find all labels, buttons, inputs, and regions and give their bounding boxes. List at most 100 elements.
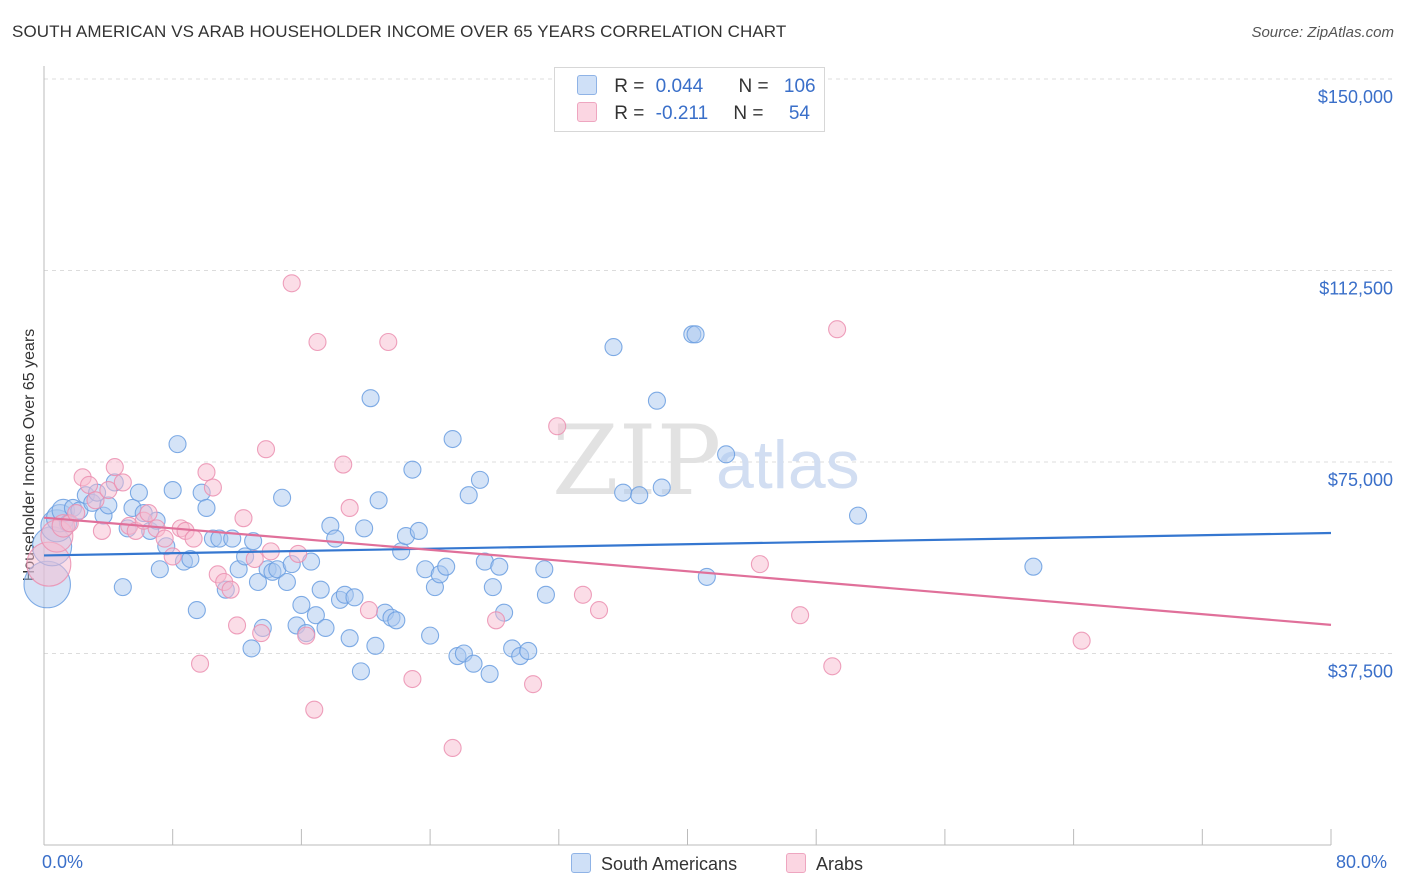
watermark-atlas: atlas [716,427,860,503]
data-points [23,274,1091,758]
source-label: Source: ZipAtlas.com [1251,24,1394,41]
south-american-point [387,611,406,630]
south-american-point [197,498,216,518]
arab-point [823,657,842,676]
south-american-point [366,636,385,655]
legend-r-value: -0.211 [655,103,709,124]
south-american-point [652,478,671,497]
south-american-point [168,435,187,454]
arab-point [79,475,99,495]
arab-point [297,626,316,645]
legend-r-label: R = [614,103,645,124]
south-american-point [717,445,736,464]
arab-point [252,624,271,643]
south-american-point [464,654,483,673]
arab-point [573,585,592,604]
south-american-point [242,639,261,658]
y-tick-label: $112,500 [1319,279,1393,299]
south-american-point [351,662,370,681]
legend-swatch-pink [577,102,597,122]
arab-point [203,478,222,497]
arab-trend-line [43,516,1332,626]
bottom-legend-swatch-blue [571,853,591,873]
south-american-trend-line [43,531,1332,557]
south-american-point [630,486,649,505]
arab-point [487,611,506,630]
bottom-legend-arabs: Arabs [786,852,863,876]
arab-point [589,601,609,620]
arab-point [256,440,276,459]
legend-row-south-americans: R = 0.044 N = 106 [577,75,816,99]
arab-point [359,601,379,620]
south-american-point [306,606,325,625]
south-american-point [292,595,311,615]
arab-point [828,320,847,339]
arab-point [228,616,247,635]
arab-point [245,549,264,569]
south-american-point [443,429,462,449]
south-american-point [409,521,428,540]
arab-point [155,529,174,548]
bottom-legend-south-americans: South Americans [571,852,737,876]
correlation-legend: R = 0.044 N = 106 R = -0.211 N = 54 [554,67,825,132]
arab-point [379,332,398,352]
arab-point [163,547,182,566]
arab-point [99,481,118,500]
y-tick-label: $150,000 [1318,87,1393,107]
south-american-point [604,338,623,357]
south-american-point [369,491,388,510]
legend-r-value: 0.044 [655,76,704,97]
south-american-point [345,588,364,607]
trend-lines [43,516,1332,626]
south-american-point [421,626,440,645]
south-american-point [437,557,456,576]
legend-n-value: 54 [788,103,810,124]
south-american-point [848,506,868,525]
chart-title: SOUTH AMERICAN VS ARAB HOUSEHOLDER INCOM… [12,22,787,41]
south-american-point [244,532,263,551]
arab-point [113,473,132,492]
south-american-point [311,580,330,599]
arab-point [67,504,86,523]
legend-r-label: R = [614,76,645,97]
arab-point [524,675,543,694]
south-american-point [459,486,478,505]
south-american-point [361,389,380,408]
bottom-legend-label: Arabs [816,854,864,874]
y-tick-label: $37,500 [1328,662,1393,682]
bottom-legend-swatch-pink [786,853,806,873]
y-tick-label: $75,000 [1328,470,1393,490]
south-american-point [392,542,411,561]
south-american-point [273,488,292,507]
south-american-point [248,572,268,592]
south-american-point [483,578,502,597]
south-american-point [536,585,555,604]
x-axis-min-label: 0.0% [42,852,84,872]
south-american-point [163,481,182,500]
south-american-point [129,483,148,502]
south-american-point [647,391,666,410]
legend-n-label: N = [733,103,764,124]
x-axis-max-label: 80.0% [1336,852,1388,872]
south-american-point [519,641,538,660]
arab-point [308,332,327,352]
legend-swatch-blue [577,75,597,95]
south-american-point [697,567,716,586]
south-american-point [614,483,633,502]
arab-point [234,509,253,528]
arab-point [86,491,105,510]
south-american-point [686,325,705,344]
arab-point [548,417,567,436]
south-american-point [277,572,296,592]
arab-point [443,738,462,758]
arab-point [1072,631,1091,650]
south-american-point [316,618,335,638]
arab-point [190,654,210,673]
south-american-point [403,460,422,479]
legend-n-label: N = [738,76,769,97]
arab-point [305,700,324,719]
south-american-point [470,470,490,489]
bottom-legend-label: South Americans [601,854,738,874]
south-american-point [181,549,200,569]
